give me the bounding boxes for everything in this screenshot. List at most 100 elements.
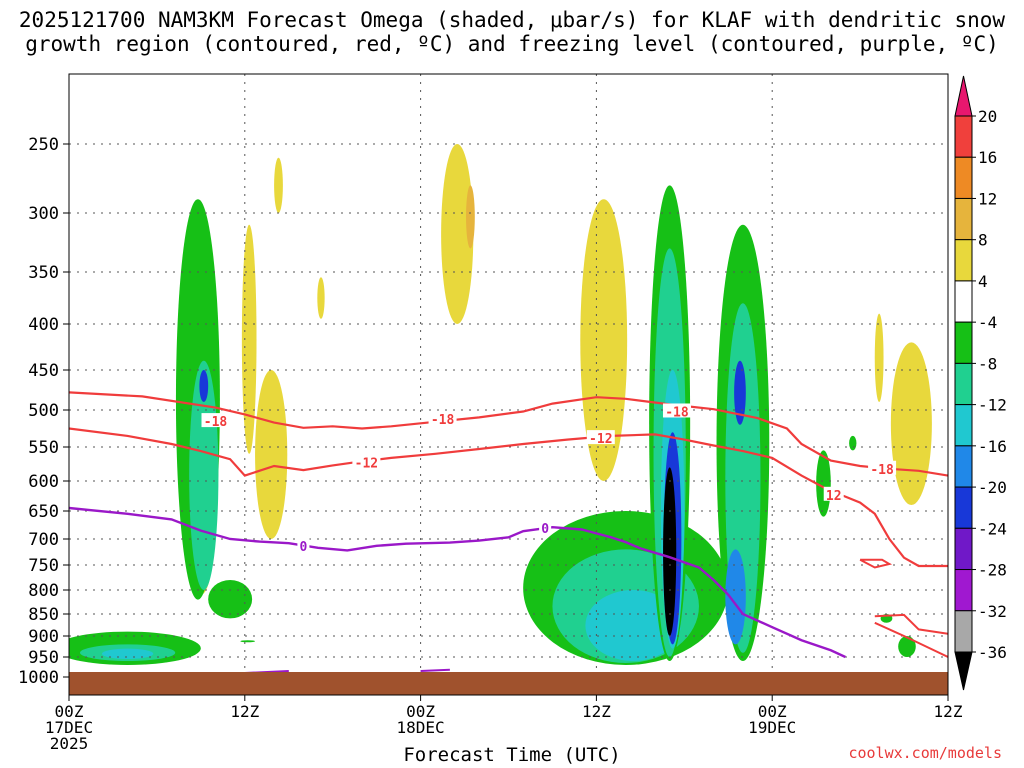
omega-region-negative [101,648,154,659]
colorbar-swatch [954,239,973,282]
x-tick-label: 12Z [230,702,259,721]
y-axis: 2503003504004505005506006507007508008509… [18,135,69,688]
y-tick-label: 1000 [18,668,59,688]
y-tick-label: 600 [28,472,59,492]
omega-region-positive [274,157,283,213]
omega-region-positive [317,277,325,319]
dgz-lower-contour [874,621,948,658]
colorbar-swatch [954,321,973,364]
colorbar-swatch [954,362,973,406]
colorbar-label: -28 [978,561,1007,580]
freezing-contour-label-bg [297,537,310,552]
y-tick-label: 750 [28,556,59,576]
y-tick-label: 950 [28,648,59,668]
y-tick-label: 650 [28,502,59,522]
y-tick-label: 900 [28,627,59,647]
y-tick-label: 500 [28,401,59,421]
dgz-contour-label: -12 [589,432,612,447]
colorbar-label: -36 [978,643,1007,662]
colorbar-swatch [954,197,973,241]
omega-region-negative [663,467,677,636]
x-tick-label: 00Z [406,702,435,721]
y-tick-label: 850 [28,605,59,625]
freezing-level-contour [69,506,846,659]
x-tick-label: 19DEC [748,718,796,737]
dgz-lower-contour [874,613,948,635]
omega-region-positive [890,342,932,506]
colorbar-label: 16 [978,148,997,167]
omega-region-positive [255,370,288,539]
y-tick-label: 400 [28,315,59,335]
dgz-contour-label: -18 [431,413,455,428]
y-tick-label: 300 [28,204,59,224]
x-tick-label: 00Z [758,702,787,721]
omega-region-positive [441,144,474,324]
colorbar-label: 8 [978,231,988,250]
dgz-contour-label: 12 [826,489,842,504]
colorbar-swatch [954,527,973,571]
freezing-contour-label-bg [539,519,552,534]
omega-region-negative [849,435,857,451]
colorbar-label: -16 [978,437,1007,456]
freezing-contour-label: 0 [299,540,307,555]
x-tick-label: 12Z [582,702,611,721]
omega-shading-layer [69,144,932,665]
colorbar-swatch [954,280,973,323]
omega-region-negative [898,636,916,657]
x-tick-label: 18DEC [397,718,445,737]
omega-region-positive [580,199,628,481]
dgz-contour-label-bg [662,403,691,418]
x-tick-label: 00Z [55,702,84,721]
y-tick-label: 550 [28,438,59,458]
plot-frame [68,73,949,696]
ground-terrain [69,672,948,695]
x-tick-label: 2025 [50,734,89,753]
colorbar-swatch [954,486,973,529]
colorbar-label: -32 [978,602,1007,621]
contour-layer: -18 -18 -18 -18 -12 -12 12 0 0 [69,391,948,674]
source-credit: coolwx.com/models [848,744,1002,762]
colorbar-swatch [954,156,973,199]
dgz-small-contour [859,558,893,569]
dgz-minus18-contour [69,391,948,477]
colorbar-top-arrow [954,75,973,117]
colorbar-label: -12 [978,396,1007,415]
dgz-contour-label: -18 [665,405,689,420]
colorbar-swatch [954,569,973,612]
chart-title-line-1: 2025121700 NAM3KM Forecast Omega (shaded… [18,8,1006,32]
dgz-contour-label: -18 [870,463,894,478]
colorbar-label: -8 [978,354,997,373]
colorbar-label: 20 [978,107,997,126]
colorbar-swatch [954,404,973,447]
colorbar-label: -24 [978,519,1007,538]
x-tick-label: 12Z [934,702,963,721]
y-tick-label: 350 [28,263,59,283]
chart-title-line-2: growth region (contoured, red, ºC) and f… [25,32,999,56]
dgz-contour-label-bg [586,430,615,445]
freezing-contour-label: 0 [541,522,549,537]
colorbar-swatch [954,610,973,653]
y-tick-label: 800 [28,581,59,601]
colorbar-label: -4 [978,313,997,332]
x-axis-title: Forecast Time (UTC) [403,744,621,766]
omega-region-positive [241,224,257,454]
dgz-contour-label-bg [868,460,897,475]
omega-region-negative [199,370,209,402]
y-tick-label: 450 [28,361,59,381]
dgz-contour-label-bg [352,454,381,469]
colorbar-swatch [954,115,973,158]
colorbar-bottom-arrow [954,651,973,691]
dgz-contour-label: -12 [355,457,378,472]
omega-region-negative [208,580,253,619]
omega-region-negative [240,640,256,643]
omega-region-positive [466,185,475,249]
colorbar-label: -20 [978,478,1007,497]
y-tick-label: 250 [28,135,59,155]
dgz-contour-label-bg [201,413,230,428]
dgz-contour-label-bg [428,410,457,425]
freezing-level-contour [420,668,450,672]
colorbar-label: 4 [978,272,988,291]
dgz-contour-label: -18 [204,415,228,430]
